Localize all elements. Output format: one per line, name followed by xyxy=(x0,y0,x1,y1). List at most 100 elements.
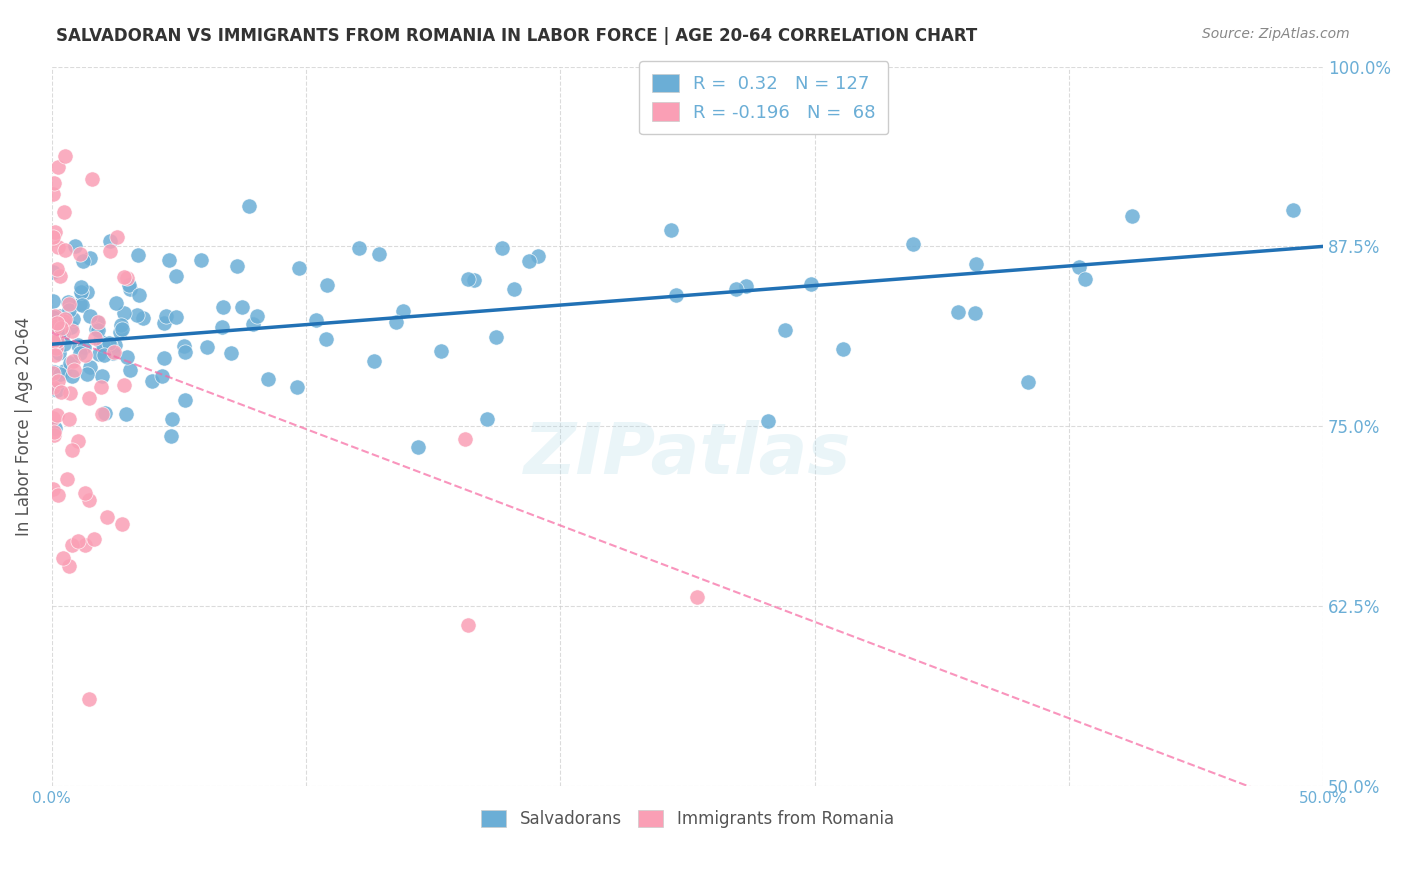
Point xyxy=(49,269,72,284)
Point xyxy=(477,412,499,426)
Point xyxy=(463,273,485,287)
Point xyxy=(60,324,83,338)
Point xyxy=(103,345,125,359)
Point xyxy=(98,338,121,352)
Point xyxy=(69,246,91,260)
Point xyxy=(42,365,65,379)
Point xyxy=(46,383,69,397)
Point xyxy=(347,241,370,255)
Text: ZIPatlas: ZIPatlas xyxy=(524,420,851,490)
Point xyxy=(60,443,83,458)
Point xyxy=(75,538,97,552)
Point xyxy=(111,516,134,531)
Point xyxy=(48,346,70,360)
Text: Source: ZipAtlas.com: Source: ZipAtlas.com xyxy=(1202,27,1350,41)
Point xyxy=(59,386,82,401)
Point xyxy=(45,262,67,277)
Point xyxy=(965,257,987,271)
Point xyxy=(42,293,65,308)
Point xyxy=(87,315,110,329)
Point xyxy=(98,244,121,258)
Point xyxy=(42,334,65,349)
Point xyxy=(242,318,264,332)
Point xyxy=(118,282,141,296)
Point xyxy=(128,288,150,302)
Point xyxy=(112,306,135,320)
Point xyxy=(406,441,429,455)
Point xyxy=(157,253,180,268)
Point xyxy=(491,241,513,255)
Point xyxy=(77,391,100,405)
Point xyxy=(49,384,72,399)
Point xyxy=(44,310,66,324)
Legend: Salvadorans, Immigrants from Romania: Salvadorans, Immigrants from Romania xyxy=(474,804,900,835)
Point xyxy=(53,149,76,163)
Point xyxy=(484,329,506,343)
Point xyxy=(155,309,177,323)
Point xyxy=(1121,209,1143,223)
Point xyxy=(58,297,80,311)
Point xyxy=(105,295,128,310)
Point xyxy=(165,310,187,324)
Point xyxy=(79,309,101,323)
Point xyxy=(724,282,747,296)
Point xyxy=(115,271,138,285)
Point xyxy=(457,618,479,632)
Point xyxy=(69,285,91,299)
Point xyxy=(42,482,65,496)
Point xyxy=(42,425,65,439)
Point xyxy=(173,339,195,353)
Point xyxy=(52,364,75,378)
Point xyxy=(111,322,134,336)
Point xyxy=(84,331,107,345)
Point xyxy=(49,367,72,381)
Point xyxy=(457,272,479,286)
Point xyxy=(76,285,98,299)
Point xyxy=(131,310,153,325)
Point xyxy=(363,353,385,368)
Point xyxy=(53,312,76,326)
Point xyxy=(91,407,114,421)
Point xyxy=(70,285,93,300)
Point xyxy=(211,320,233,334)
Point xyxy=(42,380,65,394)
Point xyxy=(46,488,69,502)
Point xyxy=(67,434,90,449)
Point xyxy=(48,374,70,388)
Point xyxy=(93,348,115,362)
Point xyxy=(46,408,69,422)
Point xyxy=(58,411,80,425)
Point xyxy=(963,306,986,320)
Point xyxy=(52,326,75,340)
Point xyxy=(901,236,924,251)
Point xyxy=(153,351,176,366)
Point xyxy=(112,377,135,392)
Point xyxy=(60,538,83,552)
Point xyxy=(211,301,233,315)
Point xyxy=(44,421,66,435)
Point xyxy=(153,316,176,330)
Point xyxy=(42,176,65,190)
Point xyxy=(49,328,72,343)
Point xyxy=(91,338,114,352)
Point xyxy=(285,380,308,394)
Point xyxy=(391,304,413,318)
Point xyxy=(58,558,80,573)
Point xyxy=(42,187,65,202)
Point xyxy=(304,312,326,326)
Point xyxy=(51,321,73,335)
Point xyxy=(59,319,82,334)
Point xyxy=(94,406,117,420)
Point xyxy=(45,316,67,330)
Point xyxy=(225,260,247,274)
Point xyxy=(288,260,311,275)
Point xyxy=(53,314,76,328)
Point xyxy=(44,314,66,328)
Point xyxy=(48,314,70,328)
Point xyxy=(948,305,970,319)
Point xyxy=(73,348,96,362)
Point xyxy=(756,414,779,428)
Point xyxy=(42,310,65,324)
Point xyxy=(315,331,337,345)
Point xyxy=(150,368,173,383)
